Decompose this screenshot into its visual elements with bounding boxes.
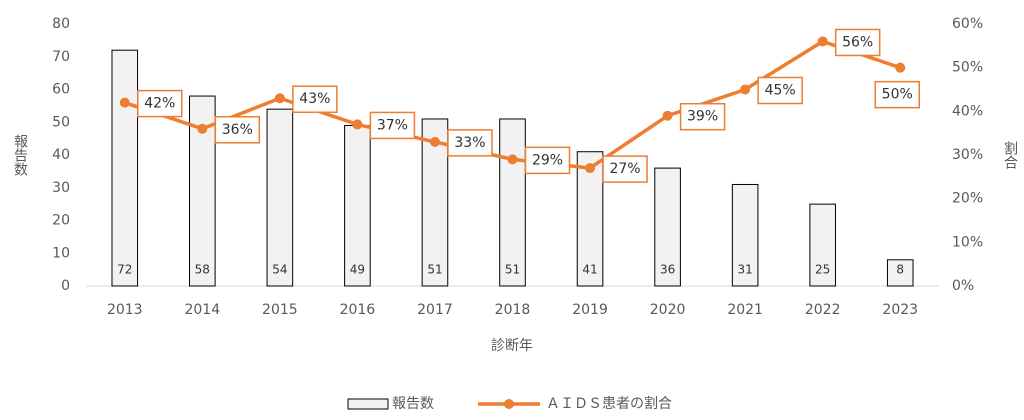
x-tick-label: 2019 <box>572 302 608 318</box>
y2-tick-label: 30% <box>952 147 983 163</box>
line-marker <box>817 36 828 47</box>
y2-tick-label: 60% <box>952 16 983 32</box>
data-label: 29% <box>532 152 563 168</box>
line-marker <box>429 136 440 147</box>
bar-value-label: 51 <box>427 263 442 277</box>
data-label: 33% <box>454 135 485 151</box>
line-marker <box>895 62 906 73</box>
x-tick-label: 2023 <box>882 302 918 318</box>
line-marker <box>740 84 751 95</box>
y2-tick-label: 40% <box>952 103 983 119</box>
data-label-box <box>447 129 493 157</box>
data-label: 45% <box>765 83 796 99</box>
bar-value-label: 8 <box>896 263 904 277</box>
data-label-box <box>757 76 803 105</box>
x-tick-label: 2014 <box>184 302 220 318</box>
y2-axis-title: 割合 <box>1002 140 1018 169</box>
y2-tick-label: 10% <box>952 234 983 250</box>
x-tick-label: 2017 <box>417 302 453 318</box>
y-tick-label: 50 <box>52 114 70 130</box>
data-label-box <box>524 146 571 175</box>
bar <box>421 118 449 287</box>
data-label: 36% <box>222 122 253 138</box>
data-label-box <box>292 85 338 113</box>
legend-label: 報告数 <box>392 396 434 412</box>
bar <box>654 167 681 287</box>
data-label: 50% <box>882 87 913 103</box>
data-label-box <box>369 111 416 140</box>
line-marker <box>585 163 596 174</box>
x-axis-title: 診断年 <box>491 338 533 354</box>
y-tick-label: 30 <box>52 180 70 196</box>
data-label: 43% <box>299 91 330 107</box>
data-label: 42% <box>144 96 175 112</box>
data-label-box <box>874 80 920 109</box>
legend-label: ＡＩＤＳ患者の割合 <box>546 395 672 412</box>
y-tick-label: 80 <box>52 16 70 32</box>
x-tick-label: 2020 <box>650 302 686 318</box>
bar <box>576 151 604 287</box>
line-marker <box>352 119 363 130</box>
x-tick-label: 2018 <box>495 302 531 318</box>
y2-tick-label: 50% <box>952 60 983 76</box>
data-label-box <box>679 102 726 131</box>
y-tick-label: 20 <box>52 213 70 229</box>
bar-value-label: 58 <box>195 263 210 277</box>
bar-value-label: 49 <box>350 263 365 277</box>
y-tick-label: 10 <box>52 245 70 261</box>
x-tick-label: 2016 <box>340 302 376 318</box>
bar-value-label: 72 <box>117 263 132 277</box>
data-label: 39% <box>687 109 718 125</box>
y-tick-label: 70 <box>52 49 70 65</box>
data-label: 37% <box>377 117 408 133</box>
x-tick-label: 2022 <box>805 302 841 318</box>
y2-tick-label: 20% <box>952 191 983 207</box>
bar <box>809 203 836 287</box>
bar <box>111 49 139 287</box>
data-label-box <box>834 28 881 57</box>
x-tick-label: 2015 <box>262 302 298 318</box>
bar <box>266 108 294 287</box>
y-axis-title: 報告数 <box>12 134 28 176</box>
bar <box>731 183 759 287</box>
data-label-box <box>602 155 648 183</box>
legend-swatch <box>347 398 389 410</box>
data-label: 56% <box>842 34 873 50</box>
data-label-box <box>214 116 261 144</box>
bar-value-label: 51 <box>505 263 520 277</box>
x-tick-label: 2013 <box>107 302 143 318</box>
line-marker <box>197 123 208 134</box>
line-marker <box>274 93 285 104</box>
bar <box>886 259 914 287</box>
line-marker <box>507 154 518 165</box>
legend-marker <box>504 399 514 409</box>
bar-value-label: 31 <box>737 263 752 277</box>
y-tick-label: 0 <box>61 278 70 294</box>
y-tick-label: 60 <box>52 82 70 98</box>
bar-value-label: 25 <box>815 263 830 277</box>
bar-value-label: 54 <box>272 263 287 277</box>
y2-tick-label: 0% <box>952 278 974 294</box>
line-marker <box>119 97 130 108</box>
y-tick-label: 40 <box>52 147 70 163</box>
data-label-box <box>137 89 183 118</box>
line-marker <box>662 110 673 121</box>
bar <box>499 118 526 287</box>
bar-value-label: 41 <box>582 263 597 277</box>
x-tick-label: 2021 <box>727 302 763 318</box>
data-label: 27% <box>609 161 640 177</box>
bar-value-label: 36 <box>660 263 675 277</box>
bar <box>344 125 371 287</box>
